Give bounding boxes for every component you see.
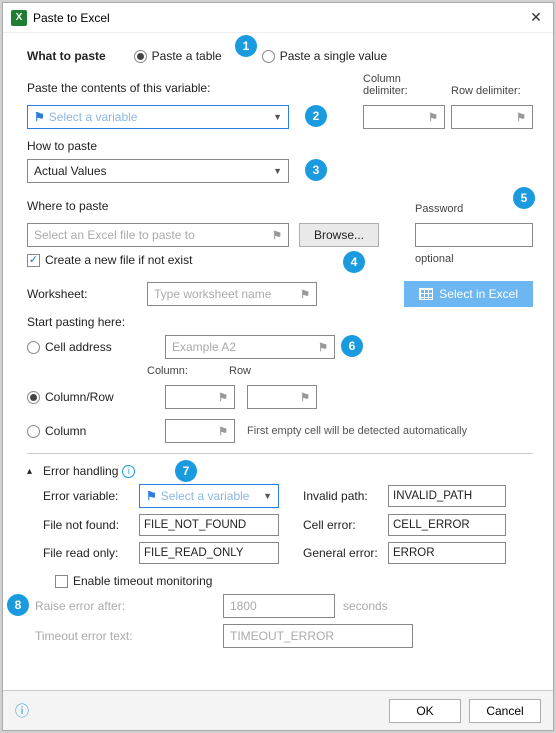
create-new-checkbox[interactable]: Create a new file if not exist: [27, 253, 192, 267]
file-not-found-label: File not found:: [43, 518, 139, 532]
row-input[interactable]: ⚑: [247, 385, 317, 409]
col-delim-label: Column delimiter:: [363, 73, 445, 97]
raise-error-label: Raise error after:: [27, 599, 223, 613]
password-optional-label: optional: [415, 253, 533, 265]
where-file-input[interactable]: Select an Excel file to paste to ⚑: [27, 223, 289, 247]
chevron-down-icon: ▼: [273, 166, 282, 176]
variable-icon: ⚑: [146, 489, 157, 503]
general-error-input[interactable]: ERROR: [388, 542, 506, 564]
invalid-path-input[interactable]: INVALID_PATH: [388, 485, 506, 507]
annotation-6: 6: [341, 335, 363, 357]
annotation-4: 4: [343, 251, 365, 273]
column-input[interactable]: ⚑: [165, 385, 235, 409]
timeout-text-input[interactable]: TIMEOUT_ERROR: [223, 624, 413, 648]
cell-error-label: Cell error:: [303, 518, 388, 532]
enable-timeout-checkbox[interactable]: Enable timeout monitoring: [55, 574, 212, 588]
worksheet-input[interactable]: Type worksheet name ⚑: [147, 282, 317, 306]
dialog-body: What to paste Paste a table 1 Paste a si…: [3, 33, 553, 690]
error-handling-label: Error handling: [43, 464, 118, 478]
auto-detect-text: First empty cell will be detected automa…: [247, 425, 467, 437]
select-variable-combo[interactable]: ⚑ Select a variable ▼: [27, 105, 289, 129]
file-readonly-label: File read only:: [43, 546, 139, 560]
annotation-8: 8: [7, 594, 29, 616]
radio-icon: [27, 391, 40, 404]
divider: [27, 453, 533, 454]
worksheet-label: Worksheet:: [27, 287, 147, 301]
radio-column-only[interactable]: Column: [27, 424, 147, 438]
what-to-paste-label: What to paste: [27, 49, 106, 63]
variable-icon: ⚑: [34, 110, 45, 124]
cancel-button[interactable]: Cancel: [469, 699, 541, 723]
seconds-label: seconds: [343, 599, 388, 613]
password-input[interactable]: [415, 223, 533, 247]
annotation-2: 2: [305, 105, 327, 127]
dialog-footer: ⓘ OK Cancel: [3, 690, 553, 730]
radio-icon: [262, 50, 275, 63]
radio-cell-address[interactable]: Cell address: [27, 340, 147, 354]
row-delim-label: Row delimiter:: [451, 85, 533, 97]
where-to-paste-label: Where to paste: [27, 199, 289, 213]
annotation-5: 5: [513, 187, 535, 209]
window-title: Paste to Excel: [33, 11, 527, 25]
browse-button[interactable]: Browse...: [299, 223, 379, 247]
ok-button[interactable]: OK: [389, 699, 461, 723]
raise-error-input[interactable]: 1800: [223, 594, 335, 618]
radio-paste-table[interactable]: Paste a table: [134, 49, 222, 63]
checkbox-icon: [27, 254, 40, 267]
radio-icon: [134, 50, 147, 63]
dialog-window: X Paste to Excel ✕ What to paste Paste a…: [2, 2, 554, 731]
excel-icon: X: [11, 10, 27, 26]
paste-contents-label: Paste the contents of this variable:: [27, 81, 289, 95]
column-label: Column:: [147, 365, 217, 377]
row-label: Row: [229, 365, 299, 377]
select-in-excel-button[interactable]: Select in Excel: [404, 281, 533, 307]
file-not-found-input[interactable]: FILE_NOT_FOUND: [139, 514, 279, 536]
checkbox-icon: [55, 575, 68, 588]
radio-paste-single[interactable]: Paste a single value: [262, 49, 387, 63]
collapse-icon[interactable]: ▴: [27, 466, 39, 477]
cell-address-input[interactable]: Example A2 ⚑: [165, 335, 335, 359]
how-to-paste-label: How to paste: [27, 139, 533, 153]
chevron-down-icon: ▼: [263, 491, 272, 501]
radio-column-row[interactable]: Column/Row: [27, 390, 147, 404]
timeout-text-label: Timeout error text:: [27, 629, 223, 643]
column-delimiter-input[interactable]: ⚑: [363, 105, 445, 129]
error-variable-combo[interactable]: ⚑ Select a variable ▼: [139, 484, 279, 508]
invalid-path-label: Invalid path:: [303, 489, 388, 503]
radio-icon: [27, 341, 40, 354]
general-error-label: General error:: [303, 546, 388, 560]
info-icon[interactable]: i: [122, 465, 135, 478]
info-icon[interactable]: ⓘ: [15, 701, 29, 721]
close-icon[interactable]: ✕: [527, 9, 545, 27]
titlebar: X Paste to Excel ✕: [3, 3, 553, 33]
chevron-down-icon: ▼: [273, 112, 282, 122]
annotation-7: 7: [175, 460, 197, 482]
grid-icon: [419, 288, 433, 300]
start-pasting-label: Start pasting here:: [27, 315, 533, 329]
radio-icon: [27, 425, 40, 438]
row-delimiter-input[interactable]: ⚑: [451, 105, 533, 129]
file-readonly-input[interactable]: FILE_READ_ONLY: [139, 542, 279, 564]
annotation-3: 3: [305, 159, 327, 181]
annotation-1: 1: [235, 35, 257, 57]
column-only-input[interactable]: ⚑: [165, 419, 235, 443]
error-variable-label: Error variable:: [43, 489, 139, 503]
how-to-paste-combo[interactable]: Actual Values ▼: [27, 159, 289, 183]
cell-error-input[interactable]: CELL_ERROR: [388, 514, 506, 536]
